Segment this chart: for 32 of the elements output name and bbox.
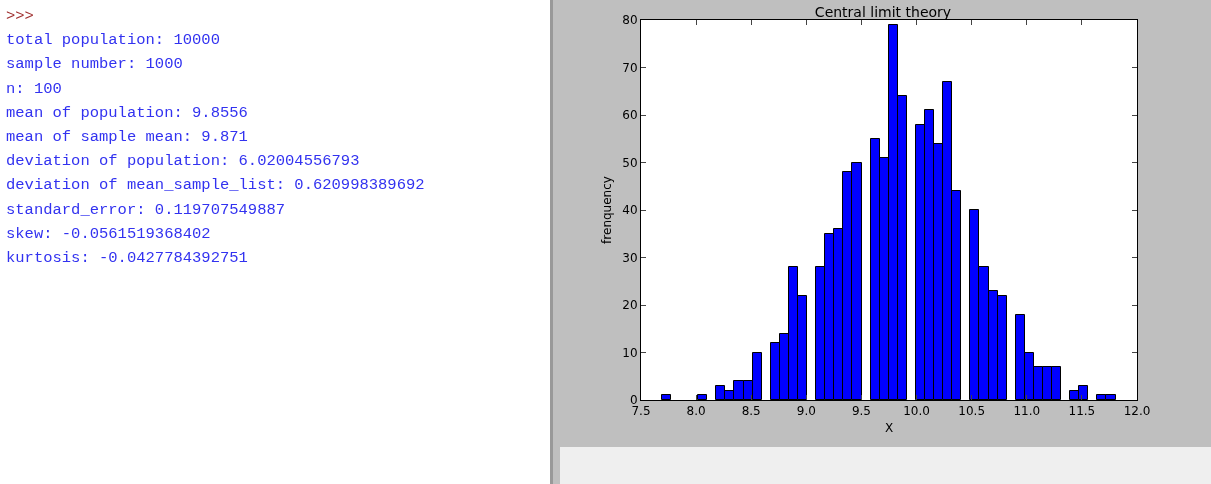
y-tick-label: 40 <box>622 203 638 218</box>
x-tick-label: 8.0 <box>686 404 706 419</box>
x-tick-label: 9.0 <box>796 404 816 419</box>
text: n: 100 <box>6 78 63 100</box>
text: mean of sample mean: 9.871 <box>6 127 249 148</box>
text: deviation of population: 6.02004556793 <box>6 151 361 173</box>
text: total population: 10000 <box>6 30 221 52</box>
y-tick-label: 80 <box>622 13 638 28</box>
x-tick-label: 11.5 <box>1068 404 1096 419</box>
x-tick-label: 7.5 <box>631 404 651 419</box>
x-tick-label: 11.0 <box>1013 404 1041 419</box>
x-tick-label: 12.0 <box>1123 404 1151 419</box>
x-tick-label: 10.0 <box>903 404 930 419</box>
x-tick-label: 9.5 <box>851 404 871 419</box>
y-tick-label: 10 <box>622 345 638 360</box>
y-tick-label: 30 <box>622 250 638 265</box>
x-tick-label: 8.5 <box>741 404 761 419</box>
x-tick-label: 10.5 <box>958 404 986 419</box>
x-axis-title: X <box>884 421 894 436</box>
y-tick-label: 70 <box>622 60 638 75</box>
text: standard_error: 0.119707549887 <box>6 199 287 221</box>
chart-title: Central limit theory <box>814 3 952 20</box>
text: kurtosis: -0.0427784392751 <box>6 248 249 270</box>
text: skew: -0.0561519368402 <box>6 223 212 245</box>
y-tick-label: 20 <box>622 298 638 313</box>
text: >>> <box>6 6 35 27</box>
y-tick-label: 60 <box>622 108 638 123</box>
text: sample number: 1000 <box>6 54 184 76</box>
y-axis-title: frenquency <box>599 176 614 244</box>
y-tick-label: 50 <box>622 155 638 170</box>
text: mean of population: 9.8556 <box>6 102 249 124</box>
text: deviation of mean_sample_list: 0.620998389692 <box>6 175 425 197</box>
